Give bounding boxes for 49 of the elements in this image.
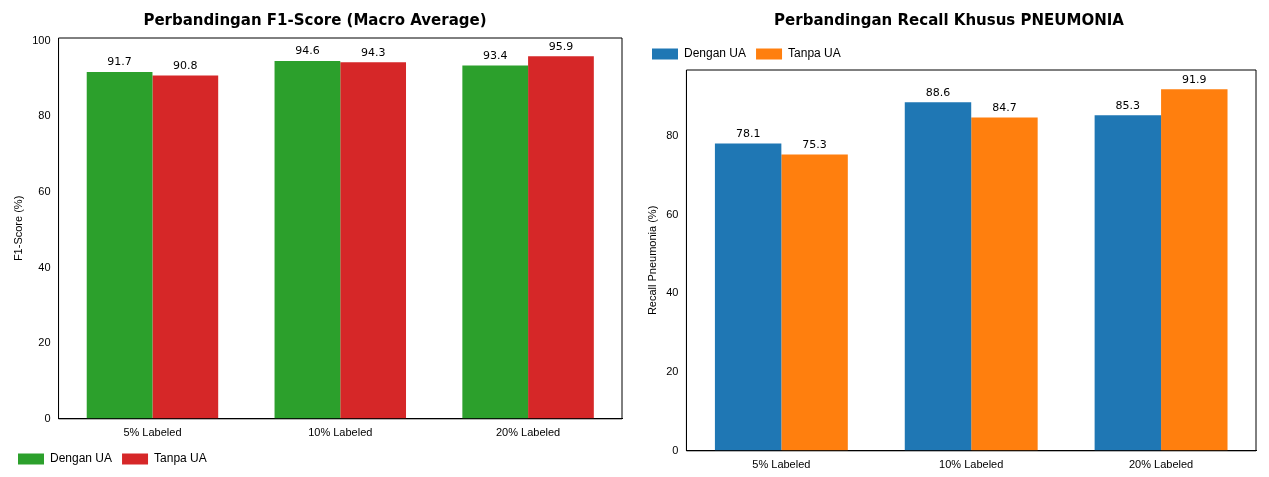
y-tick-label: 60 (666, 207, 679, 220)
x-tick-label: 20% Labeled (495, 426, 561, 439)
y-tick-label: 20 (666, 365, 679, 378)
data-label: 91.9 (1182, 72, 1207, 86)
data-label: 94.6 (295, 44, 320, 58)
legend-label: Tanpa UA (154, 451, 207, 466)
bar (86, 72, 153, 419)
data-label: 93.4 (482, 48, 508, 62)
y-tick-label: 0 (44, 411, 51, 424)
chart-title: Perbandingan F1-Score (Macro Average) (143, 10, 487, 29)
y-tick-label: 80 (666, 129, 679, 142)
y-tick-label: 40 (666, 286, 679, 299)
y-tick-label: 40 (38, 260, 51, 273)
data-label: 88.6 (925, 85, 951, 99)
y-tick-label: 0 (672, 443, 679, 456)
data-label: 75.3 (802, 137, 827, 151)
bar (781, 154, 848, 451)
data-label: 94.3 (360, 45, 386, 59)
y-tick-label: 80 (38, 109, 51, 122)
x-tick-label: 10% Labeled (308, 426, 373, 439)
bar (714, 143, 782, 451)
bar (528, 56, 594, 419)
data-label: 85.3 (1115, 98, 1141, 112)
x-tick-label: 5% Labeled (752, 458, 811, 471)
x-tick-label: 10% Labeled (939, 458, 1004, 471)
chart-title: Perbandingan Recall Khusus PNEUMONIA (774, 10, 1125, 29)
data-label: 91.7 (107, 55, 132, 69)
x-tick-label: 20% Labeled (1128, 458, 1194, 471)
y-tick-label: 60 (38, 184, 51, 197)
bar (1094, 115, 1162, 451)
y-tick-label: 100 (32, 33, 51, 46)
y-axis-title: F1-Score (%) (11, 195, 24, 262)
bar (971, 117, 1038, 451)
bar (462, 65, 529, 419)
data-label: 90.8 (173, 58, 198, 72)
legend-label: Dengan UA (684, 46, 747, 61)
bar (904, 102, 972, 451)
x-tick-label: 5% Labeled (123, 426, 182, 439)
bar (274, 61, 341, 419)
data-label: 78.1 (735, 126, 761, 140)
y-tick-label: 20 (38, 336, 51, 349)
bar (1161, 89, 1228, 451)
y-axis-title: Recall Pneumonia (%) (645, 205, 658, 316)
data-label: 84.7 (992, 100, 1017, 114)
bar (340, 62, 407, 419)
legend-label: Tanpa UA (788, 46, 841, 61)
data-label: 95.9 (548, 39, 574, 53)
legend-label: Dengan UA (50, 451, 113, 466)
bar (152, 75, 219, 419)
